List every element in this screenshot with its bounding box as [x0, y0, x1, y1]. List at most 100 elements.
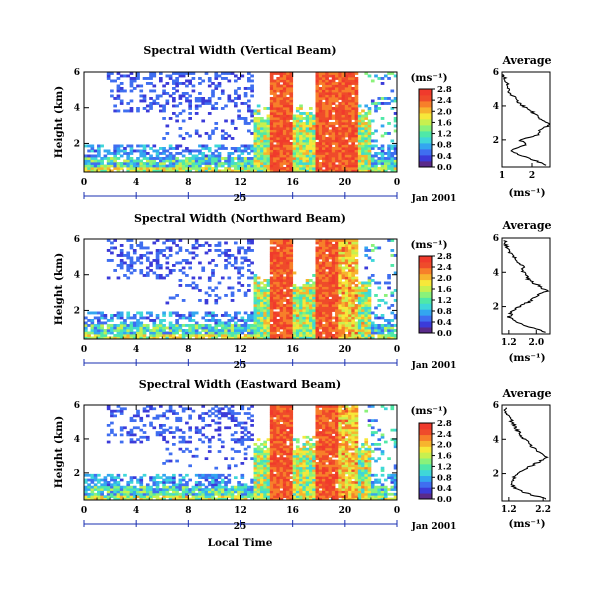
heatmap-cell — [87, 336, 91, 340]
heatmap-cell — [260, 119, 264, 123]
heatmap-cell — [331, 149, 336, 153]
heatmap-cell — [305, 286, 310, 290]
heatmap-cell — [354, 99, 359, 103]
heatmap-cell — [233, 89, 238, 93]
heatmap-cell — [211, 259, 215, 262]
heatmap-cell — [315, 271, 320, 275]
heatmap-cell — [351, 314, 356, 317]
heatmap-cell — [383, 167, 388, 170]
heatmap-cell — [250, 314, 254, 317]
heatmap-cell — [299, 319, 303, 322]
heatmap-cell — [93, 488, 98, 491]
heatmap-cell — [191, 286, 196, 290]
heatmap-cell — [318, 301, 323, 305]
colorbar-segment — [419, 315, 432, 322]
heatmap-cell — [348, 72, 352, 75]
heatmap-cell — [253, 469, 258, 472]
heatmap-cell — [233, 74, 238, 78]
heatmap-cell — [220, 321, 225, 325]
heatmap-cell — [338, 112, 342, 115]
heatmap-cell — [331, 152, 336, 155]
heatmap-cell — [364, 162, 369, 165]
heatmap-cell — [364, 132, 369, 135]
heatmap-cell — [393, 97, 398, 100]
heatmap-cell — [237, 276, 241, 280]
heatmap-cell — [250, 495, 254, 499]
heatmap-cell — [84, 331, 88, 335]
heatmap-cell — [224, 162, 228, 165]
heatmap-cell — [299, 291, 303, 295]
heatmap-cell — [256, 316, 261, 320]
heatmap-cell — [344, 276, 349, 280]
heatmap-cell — [276, 107, 281, 110]
heatmap-cell — [106, 164, 111, 168]
heatmap-cell — [282, 309, 287, 312]
heatmap-cell — [338, 249, 342, 252]
heatmap-cell — [325, 279, 329, 282]
heatmap-cell — [269, 284, 274, 287]
heatmap-cell — [97, 497, 101, 501]
heatmap-cell — [322, 114, 326, 118]
heatmap-cell — [322, 336, 326, 340]
y-axis-label: Height (km) — [53, 86, 65, 158]
heatmap-cell — [282, 87, 287, 90]
heatmap-cell — [276, 157, 281, 160]
heatmap-cell — [152, 329, 157, 332]
heatmap-cell — [256, 296, 261, 300]
heatmap-cell — [348, 122, 352, 125]
heatmap-cell — [263, 336, 267, 340]
heatmap-cell — [116, 89, 121, 93]
heatmap-cell — [276, 254, 281, 257]
heatmap-cell — [312, 286, 316, 290]
heatmap-cell — [224, 334, 228, 337]
heatmap-cell — [217, 426, 222, 430]
heatmap-cell — [322, 104, 326, 108]
heatmap-cell — [185, 488, 189, 491]
heatmap-cell — [273, 329, 277, 332]
heatmap-cell — [286, 329, 290, 332]
heatmap-cell — [168, 249, 173, 252]
heatmap-cell — [276, 134, 281, 138]
heatmap-cell — [250, 74, 254, 78]
heatmap-cell — [155, 433, 160, 437]
heatmap-cell — [211, 495, 215, 499]
heatmap-cell — [211, 319, 215, 322]
heatmap-cell — [172, 97, 176, 100]
heatmap-cell — [178, 261, 183, 265]
heatmap-cell — [93, 159, 98, 163]
heatmap-cell — [207, 279, 212, 282]
heatmap-cell — [266, 481, 271, 484]
heatmap-cell — [194, 246, 199, 250]
heatmap-cell — [299, 127, 303, 130]
heatmap-cell — [243, 311, 248, 315]
heatmap-cell — [276, 261, 281, 265]
heatmap-cell — [158, 72, 163, 75]
heatmap-cell — [162, 276, 166, 280]
heatmap-cell — [145, 488, 150, 491]
heatmap-cell — [328, 301, 333, 305]
heatmap-cell — [162, 431, 166, 434]
heatmap-cell — [318, 72, 323, 75]
heatmap-cell — [168, 481, 173, 484]
heatmap-cell — [295, 159, 300, 163]
heatmap-cell — [204, 476, 209, 480]
heatmap-cell — [220, 334, 225, 337]
heatmap-cell — [289, 281, 294, 285]
heatmap-cell — [305, 321, 310, 325]
heatmap-cell — [348, 109, 352, 113]
heatmap-cell — [331, 261, 336, 265]
heatmap-cell — [341, 289, 346, 292]
heatmap-cell — [354, 264, 359, 267]
heatmap-cell — [289, 301, 294, 305]
heatmap-cell — [308, 334, 313, 337]
heatmap-cell — [269, 261, 274, 265]
heatmap-cell — [126, 334, 131, 337]
heatmap-cell — [250, 324, 254, 327]
heatmap-cell — [178, 152, 183, 155]
heatmap-cell — [178, 279, 183, 282]
heatmap-cell — [256, 488, 261, 491]
heatmap-cell — [286, 129, 290, 133]
heatmap-cell — [178, 239, 183, 242]
heatmap-cell — [181, 82, 186, 85]
heatmap-cell — [276, 122, 281, 125]
